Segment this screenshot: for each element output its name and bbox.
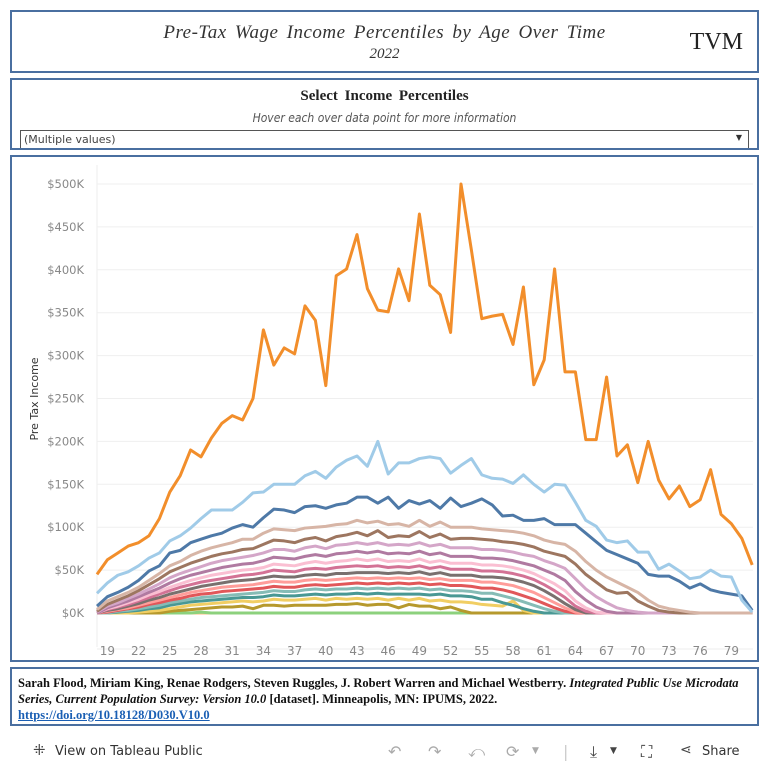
x-tick-label: 31 — [225, 644, 240, 658]
x-tick-label: 22 — [131, 644, 146, 658]
x-tick-label: 19 — [100, 644, 115, 658]
citation-link[interactable]: https://doi.org/10.18128/D030.V10.0 — [18, 708, 210, 722]
x-tick-label: 34 — [256, 644, 271, 658]
x-tick-label: 79 — [724, 644, 739, 658]
y-tick-label: $400K — [47, 263, 84, 277]
y-tick-label: $300K — [47, 349, 84, 363]
y-tick-label: $200K — [47, 434, 84, 448]
x-tick-label: 37 — [287, 644, 302, 658]
series-line-p95[interactable] — [95, 439, 754, 614]
filter-title: Select Income Percentiles — [300, 88, 469, 104]
series-line-p90[interactable] — [95, 495, 754, 612]
x-tick-label: 64 — [568, 644, 583, 658]
y-tick-label: $0K — [62, 606, 85, 620]
x-tick-label: 58 — [505, 644, 520, 658]
line-chart[interactable]: $0K $50K $100K $150K $200K $250K $300K $350K $40… — [12, 157, 757, 660]
dashboard-year: 2022 — [369, 46, 400, 62]
undo-icon[interactable]: ↶ — [388, 742, 402, 761]
x-tick-label: 61 — [537, 644, 552, 658]
series-line-p99[interactable] — [95, 182, 754, 576]
y-tick-label: $450K — [47, 220, 84, 234]
filter-panel: Select Income Percentiles Hover each ove… — [10, 78, 759, 150]
dropdown-value: (Multiple values) — [24, 133, 116, 146]
refresh-dropdown-icon[interactable]: ▼ — [532, 746, 539, 756]
y-tick-label: $150K — [47, 477, 84, 491]
y-axis: $0K $50K $100K $150K $200K $250K $300K $350K $40… — [47, 177, 84, 620]
tableau-toolbar: ⁜ View on Tableau Public ↶ ↷ ⤺ ⟳ ▼ | ⤓ ▼… — [0, 736, 769, 765]
x-tick-label: 67 — [599, 644, 614, 658]
x-tick-label: 73 — [661, 644, 676, 658]
citation-panel: Sarah Flood, Miriam King, Renae Rodgers,… — [10, 667, 759, 726]
tableau-logo-icon: ⁜ — [33, 741, 46, 759]
x-tick-label: 76 — [693, 644, 708, 658]
x-tick-label: 25 — [162, 644, 177, 658]
y-tick-label: $350K — [47, 306, 84, 320]
chart-panel: $0K $50K $100K $150K $200K $250K $300K $350K $40… — [10, 155, 759, 662]
x-tick-label: 43 — [349, 644, 364, 658]
x-tick-label: 49 — [412, 644, 427, 658]
citation-rest: [dataset]. Minneapolis, MN: IPUMS, 2022. — [266, 692, 498, 706]
filter-hint: Hover each over data point for more info… — [252, 111, 517, 125]
x-axis: 19 22 25 28 31 34 37 40 43 46 49 52 55 58 61 64 67 70 73 76… — [100, 644, 739, 658]
fullscreen-icon[interactable]: ⛶ — [641, 742, 653, 761]
x-tick-label: 70 — [630, 644, 645, 658]
x-tick-label: 52 — [443, 644, 458, 658]
view-on-tableau-link[interactable]: View on Tableau Public — [55, 744, 203, 759]
dashboard-title: Pre-Tax Wage Income Percentiles by Age O… — [163, 22, 606, 43]
title-panel: Pre-Tax Wage Income Percentiles by Age O… — [10, 10, 759, 73]
x-tick-label: 55 — [474, 644, 489, 658]
y-tick-label: $500K — [47, 177, 84, 191]
toolbar-divider: | — [563, 742, 569, 761]
series-line-p85[interactable] — [96, 518, 753, 615]
chevron-down-icon[interactable]: ▼ — [735, 133, 742, 142]
x-tick-label: 40 — [318, 644, 333, 658]
download-icon[interactable]: ⤓ — [590, 742, 598, 761]
download-dropdown-icon[interactable]: ▼ — [610, 746, 617, 756]
logo: TVM — [689, 29, 743, 55]
y-tick-label: $250K — [47, 392, 84, 406]
series-line-p75[interactable] — [96, 541, 753, 615]
y-tick-label: $50K — [55, 563, 85, 577]
redo-icon[interactable]: ↷ — [428, 742, 442, 761]
share-icon[interactable]: ⋖ — [680, 742, 692, 758]
refresh-icon[interactable]: ⟳ — [506, 742, 520, 761]
share-button[interactable]: Share — [702, 744, 740, 759]
percentile-dropdown[interactable]: (Multiple values) ▼ — [20, 130, 749, 148]
series-line-p80[interactable] — [96, 529, 753, 615]
y-tick-label: $100K — [47, 520, 84, 534]
y-axis-label: Pre Tax Income — [28, 357, 41, 440]
x-tick-label: 28 — [193, 644, 208, 658]
x-tick-label: 46 — [381, 644, 396, 658]
revert-icon[interactable]: ⤺ — [468, 742, 486, 761]
citation-authors: Sarah Flood, Miriam King, Renae Rodgers,… — [18, 676, 570, 690]
series-lines — [95, 182, 754, 615]
citation-work: Integrated Public Use Microdata Series, … — [18, 676, 739, 706]
